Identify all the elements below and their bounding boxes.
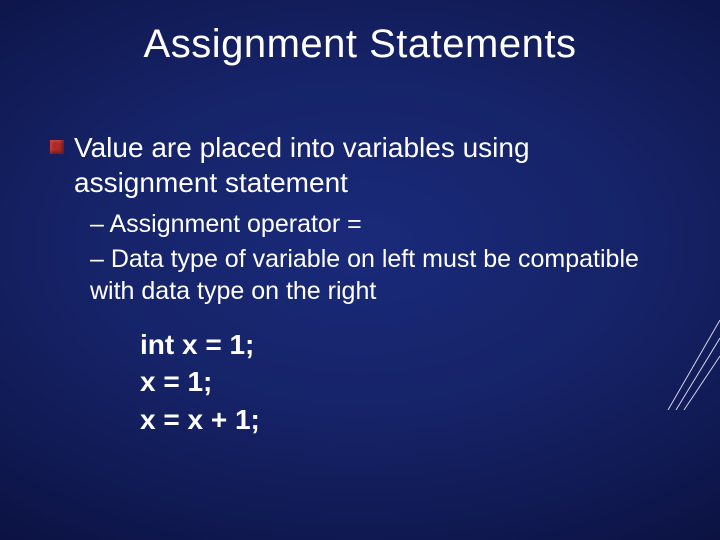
code-line: x = x + 1; [140, 401, 670, 439]
code-line: x = 1; [140, 363, 670, 401]
sub-bullet-item: – Data type of variable on left must be … [90, 243, 670, 308]
content-area: Value are placed into variables using as… [50, 130, 670, 439]
code-line: int x = 1; [140, 326, 670, 364]
bullet-text: Value are placed into variables using as… [74, 130, 670, 200]
code-block: int x = 1; x = 1; x = x + 1; [140, 326, 670, 439]
page-title: Assignment Statements [0, 22, 720, 67]
bullet-item: Value are placed into variables using as… [50, 130, 670, 200]
sub-bullet-item: – Assignment operator = [90, 208, 670, 241]
square-bullet-icon [50, 140, 64, 154]
sub-bullet-list: – Assignment operator = – Data type of v… [90, 208, 670, 308]
slide: Assignment Statements Value are placed i… [0, 0, 720, 540]
